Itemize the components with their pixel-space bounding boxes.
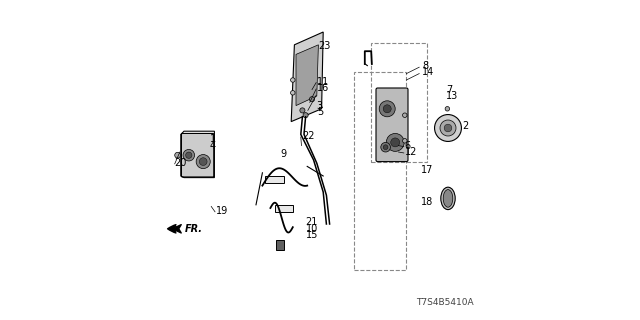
Circle shape bbox=[390, 138, 400, 147]
Ellipse shape bbox=[441, 187, 455, 210]
Circle shape bbox=[175, 152, 180, 158]
Text: 6: 6 bbox=[405, 140, 411, 151]
Circle shape bbox=[383, 145, 388, 150]
Text: 1: 1 bbox=[210, 134, 216, 144]
Text: 19: 19 bbox=[216, 206, 228, 216]
Text: 13: 13 bbox=[447, 91, 459, 101]
Text: 20: 20 bbox=[174, 158, 187, 168]
FancyBboxPatch shape bbox=[265, 176, 284, 183]
Text: FR.: FR. bbox=[185, 224, 203, 234]
Circle shape bbox=[196, 155, 210, 169]
Text: 7: 7 bbox=[447, 84, 452, 95]
Circle shape bbox=[383, 105, 391, 113]
Text: 21: 21 bbox=[306, 217, 318, 228]
Text: 2: 2 bbox=[462, 121, 468, 132]
Text: 4: 4 bbox=[210, 140, 216, 151]
FancyBboxPatch shape bbox=[376, 88, 408, 162]
Circle shape bbox=[403, 139, 407, 143]
Circle shape bbox=[403, 113, 407, 117]
Ellipse shape bbox=[443, 189, 453, 207]
Text: 11: 11 bbox=[317, 76, 329, 87]
Text: 5: 5 bbox=[317, 107, 323, 117]
Text: 16: 16 bbox=[317, 83, 329, 93]
Circle shape bbox=[440, 120, 456, 136]
Text: 18: 18 bbox=[421, 196, 433, 207]
Polygon shape bbox=[296, 45, 319, 106]
FancyBboxPatch shape bbox=[276, 240, 284, 250]
Polygon shape bbox=[291, 32, 323, 122]
Text: 22: 22 bbox=[302, 131, 315, 141]
Circle shape bbox=[199, 158, 207, 165]
Text: 17: 17 bbox=[421, 164, 433, 175]
Circle shape bbox=[291, 78, 295, 82]
Circle shape bbox=[380, 101, 396, 117]
Text: 23: 23 bbox=[319, 41, 331, 52]
Circle shape bbox=[300, 108, 305, 113]
Circle shape bbox=[387, 133, 404, 151]
Text: 15: 15 bbox=[306, 230, 318, 240]
FancyBboxPatch shape bbox=[182, 133, 214, 177]
Text: 14: 14 bbox=[422, 67, 435, 77]
Circle shape bbox=[435, 115, 461, 141]
FancyBboxPatch shape bbox=[275, 205, 293, 212]
Circle shape bbox=[291, 91, 295, 95]
Text: 12: 12 bbox=[405, 147, 417, 157]
Text: 10: 10 bbox=[306, 224, 318, 234]
Circle shape bbox=[445, 107, 450, 111]
Text: T7S4B5410A: T7S4B5410A bbox=[416, 298, 474, 307]
Circle shape bbox=[183, 149, 195, 161]
Text: 3: 3 bbox=[317, 100, 323, 111]
Circle shape bbox=[444, 124, 452, 132]
Text: 8: 8 bbox=[422, 60, 429, 71]
Circle shape bbox=[303, 113, 308, 118]
Circle shape bbox=[381, 142, 390, 152]
Text: 9: 9 bbox=[280, 148, 286, 159]
Circle shape bbox=[186, 152, 192, 158]
Circle shape bbox=[310, 97, 315, 102]
